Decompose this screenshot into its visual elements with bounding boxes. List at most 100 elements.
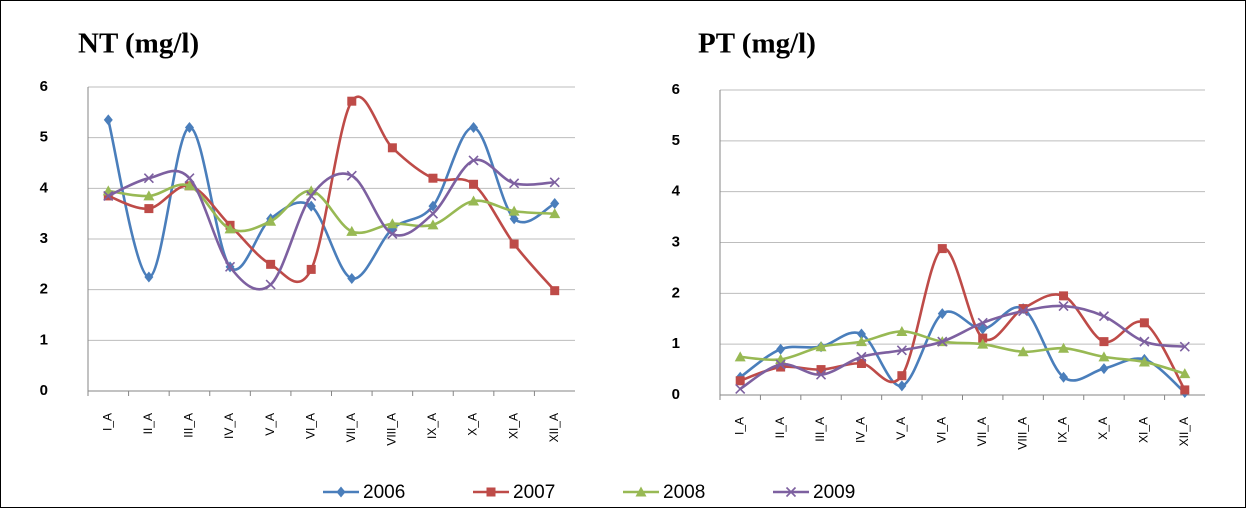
- marker: [1098, 351, 1110, 362]
- marker: [1018, 306, 1029, 317]
- marker: [428, 200, 438, 212]
- marker: [224, 261, 236, 272]
- marker: [1099, 363, 1109, 375]
- marker: [427, 208, 439, 219]
- marker: [856, 358, 866, 368]
- marker: [347, 273, 357, 285]
- marker: [896, 325, 908, 336]
- marker: [550, 286, 560, 296]
- marker: [103, 114, 113, 126]
- marker: [143, 190, 155, 201]
- marker: [336, 486, 346, 498]
- x-tick-label: I_A: [732, 417, 746, 435]
- y-tick-label: 0: [672, 386, 680, 403]
- marker: [346, 225, 358, 236]
- x-tick-label: X_A: [1096, 417, 1110, 440]
- marker: [509, 178, 520, 189]
- x-tick-label: IV_A: [854, 417, 868, 443]
- x-tick-label: X_A: [466, 413, 480, 436]
- x-tick-label: III_A: [813, 417, 827, 442]
- x-tick-label: VII_A: [975, 417, 989, 446]
- x-tick-label: IX_A: [425, 413, 439, 439]
- marker: [1059, 371, 1069, 383]
- x-tick-label: IX_A: [1056, 417, 1070, 443]
- x-tick-label: VI_A: [934, 417, 948, 443]
- marker: [346, 170, 357, 181]
- marker: [897, 371, 907, 381]
- marker: [509, 213, 519, 225]
- y-tick-label: 2: [40, 281, 48, 298]
- marker: [508, 205, 520, 216]
- marker: [1058, 342, 1070, 353]
- marker: [1139, 336, 1150, 347]
- marker: [427, 219, 439, 230]
- y-tick-label: 4: [40, 179, 49, 196]
- marker: [184, 173, 195, 184]
- marker: [977, 338, 989, 349]
- x-tick-label: VII_A: [344, 413, 358, 442]
- y-tick-label: 3: [40, 230, 48, 247]
- y-tick-label: 4: [672, 183, 681, 200]
- marker: [937, 244, 947, 254]
- x-tick-label: VI_A: [303, 413, 317, 439]
- x-tick-label: XI_A: [506, 413, 520, 439]
- x-tick-label: VIII_A: [1015, 417, 1029, 450]
- y-tick-label: 0: [40, 382, 48, 399]
- y-tick-label: 6: [40, 78, 48, 95]
- marker: [468, 195, 480, 206]
- marker: [469, 122, 479, 134]
- marker: [387, 143, 397, 153]
- marker: [785, 486, 797, 498]
- series-line: [739, 304, 1185, 391]
- marker: [266, 259, 276, 269]
- y-tick-label: 1: [40, 331, 48, 348]
- marker: [428, 173, 438, 183]
- marker: [306, 264, 316, 274]
- marker: [1179, 368, 1191, 379]
- marker: [1139, 318, 1149, 328]
- marker: [735, 376, 745, 386]
- marker: [469, 179, 479, 189]
- marker: [144, 204, 154, 214]
- marker: [486, 487, 496, 497]
- marker: [734, 351, 746, 362]
- marker: [1098, 311, 1110, 322]
- marker: [775, 359, 786, 370]
- y-tick-label: 1: [672, 335, 680, 352]
- marker: [937, 336, 948, 347]
- x-tick-label: III_A: [182, 413, 196, 438]
- marker: [977, 317, 988, 328]
- marker: [1017, 346, 1029, 357]
- marker: [856, 328, 866, 340]
- x-tick-label: XII_A: [1177, 417, 1191, 446]
- marker: [184, 122, 194, 134]
- marker: [856, 351, 867, 362]
- marker: [347, 96, 357, 106]
- marker: [1058, 300, 1069, 312]
- marker: [386, 218, 398, 229]
- marker: [937, 308, 947, 320]
- legend-label: 2008: [663, 482, 705, 503]
- marker: [306, 200, 316, 212]
- x-tick-label: II_A: [773, 417, 787, 438]
- marker: [144, 271, 154, 283]
- legend-label: 2009: [813, 482, 855, 503]
- y-tick-label: 5: [40, 129, 48, 146]
- x-tick-label: XI_A: [1137, 417, 1151, 443]
- marker: [1179, 341, 1190, 352]
- y-tick-label: 2: [672, 284, 680, 301]
- marker: [978, 333, 988, 343]
- marker: [815, 369, 827, 380]
- marker: [265, 279, 276, 290]
- legend-label: 2007: [513, 482, 555, 503]
- marker: [635, 486, 647, 497]
- marker: [896, 345, 907, 356]
- marker: [550, 198, 560, 210]
- marker: [1059, 291, 1069, 301]
- marker: [265, 215, 277, 226]
- marker: [549, 177, 560, 188]
- x-tick-label: XII_A: [547, 413, 561, 442]
- x-tick-label: I_A: [100, 413, 114, 431]
